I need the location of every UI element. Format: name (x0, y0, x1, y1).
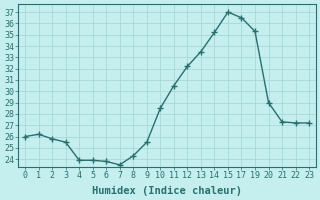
X-axis label: Humidex (Indice chaleur): Humidex (Indice chaleur) (92, 186, 242, 196)
